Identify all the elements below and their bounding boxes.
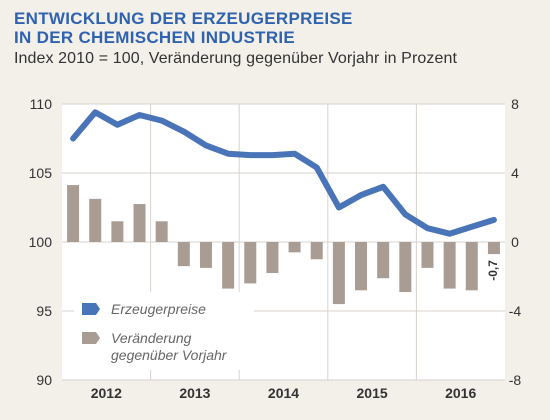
left-tick-label: 110 (30, 96, 53, 112)
right-tick-label: 8 (511, 96, 519, 112)
bar (155, 221, 168, 242)
bar (355, 242, 368, 291)
bar (111, 221, 124, 242)
left-tick-label: 90 (36, 372, 52, 388)
bar (465, 242, 478, 291)
bar (421, 242, 434, 268)
x-tick-label: 2016 (445, 385, 476, 401)
legend-label-erzeugerpreise: Erzeugerpreise (111, 301, 206, 317)
bar (199, 242, 212, 268)
line-erzeugerpreise (70, 109, 497, 237)
last-bar-value-label: -0,7 (486, 260, 500, 281)
right-tick-label: -4 (509, 303, 522, 319)
bar (399, 242, 412, 293)
left-tick-label: 100 (29, 234, 53, 250)
bar (332, 242, 345, 305)
x-axis: 2012 2013 2014 2015 2016 (91, 385, 477, 401)
bar (222, 242, 235, 289)
bar (487, 242, 500, 255)
left-tick-label: 95 (36, 303, 52, 319)
right-axis: 8 4 0 -4 -8 (509, 96, 522, 388)
bar (133, 204, 146, 242)
chart-title-line-1: ENTWICKLUNG DER ERZEUGERPREISE (14, 9, 353, 28)
left-tick-label: 105 (29, 165, 53, 181)
left-axis: 110 105 100 95 90 (29, 96, 53, 388)
right-tick-label: 0 (511, 234, 519, 250)
legend-background (74, 292, 254, 370)
legend-line-marker (82, 303, 100, 315)
right-tick-label: 4 (511, 165, 519, 181)
bar (244, 242, 257, 284)
x-tick-label: 2012 (91, 385, 122, 401)
x-tick-label: 2013 (179, 385, 210, 401)
bar (266, 242, 279, 274)
line-series (70, 109, 497, 237)
chart-title: ENTWICKLUNG DER ERZEUGERPREISE IN DER CH… (14, 9, 353, 47)
bar (443, 242, 456, 289)
right-tick-label: -8 (509, 372, 522, 388)
legend-label-veraenderung-2: gegenüber Vorjahr (111, 347, 228, 363)
chart-title-line-2: IN DER CHEMISCHEN INDUSTRIE (14, 28, 296, 47)
bar (310, 242, 323, 260)
x-tick-label: 2014 (268, 385, 299, 401)
bar (288, 242, 301, 253)
chart-subtitle: Index 2010 = 100, Veränderung gegenüber … (14, 50, 458, 67)
bar-series (67, 185, 500, 305)
bar (177, 242, 190, 267)
legend-bar-marker (82, 332, 100, 344)
legend: Erzeugerpreise Veränderung gegenüber Vor… (74, 292, 254, 370)
bar (67, 185, 80, 242)
x-tick-label: 2015 (357, 385, 388, 401)
bar (89, 198, 102, 242)
legend-label-veraenderung-1: Veränderung (111, 330, 192, 346)
bar (377, 242, 390, 279)
